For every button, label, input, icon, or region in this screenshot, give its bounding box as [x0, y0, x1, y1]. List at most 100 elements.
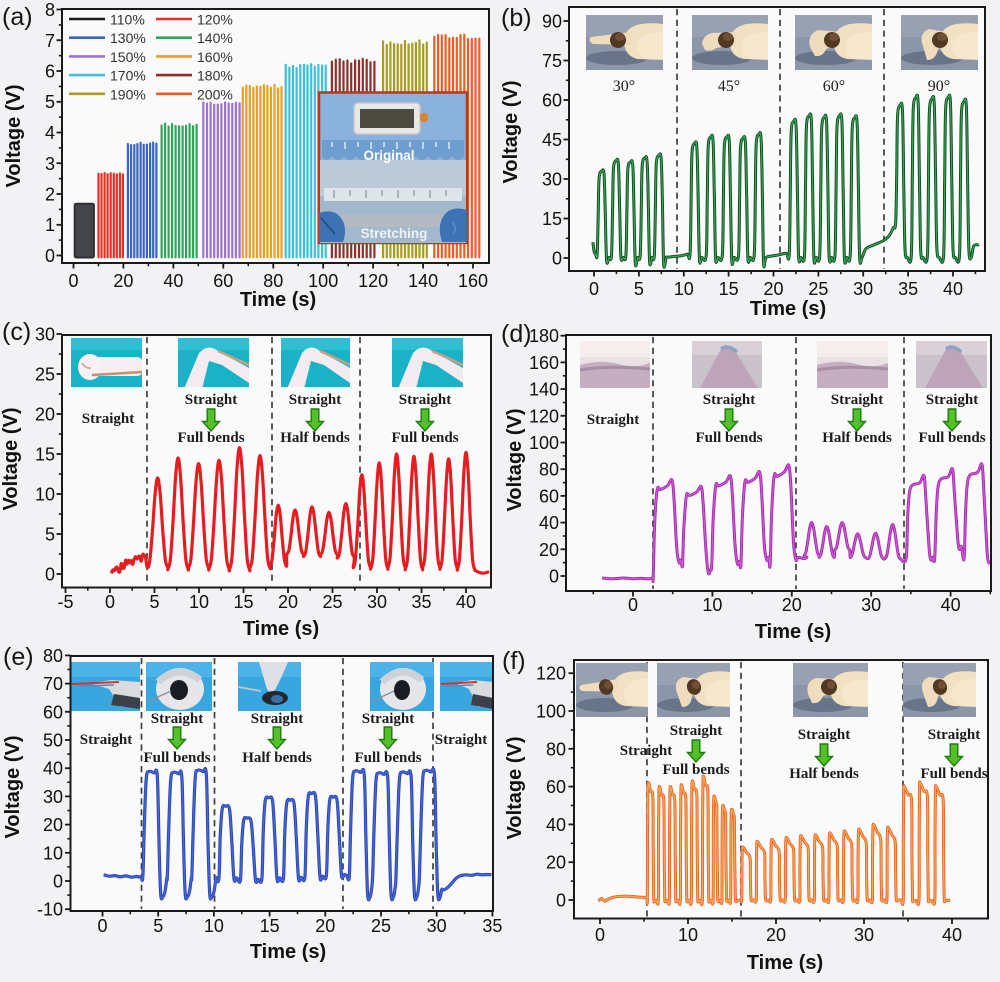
- svg-text:4: 4: [45, 123, 55, 143]
- svg-text:80: 80: [539, 460, 559, 480]
- svg-text:100: 100: [308, 271, 338, 291]
- svg-text:(a): (a): [2, 3, 33, 31]
- svg-text:Voltage (V): Voltage (V): [0, 408, 22, 511]
- svg-text:35: 35: [411, 592, 431, 612]
- svg-text:-10: -10: [37, 900, 63, 920]
- svg-text:8: 8: [45, 0, 55, 20]
- svg-text:60: 60: [539, 486, 559, 506]
- svg-text:(e): (e): [3, 643, 34, 671]
- svg-text:Half bends: Half bends: [280, 430, 350, 446]
- svg-text:5: 5: [45, 525, 55, 545]
- svg-text:160: 160: [529, 353, 559, 373]
- svg-text:0: 0: [45, 565, 55, 585]
- svg-text:Full bends: Full bends: [354, 750, 421, 766]
- svg-text:25: 25: [371, 916, 391, 936]
- svg-text:180%: 180%: [197, 68, 233, 84]
- svg-text:Time (s): Time (s): [240, 289, 316, 311]
- svg-text:0: 0: [97, 916, 107, 936]
- svg-text:30: 30: [427, 916, 447, 936]
- svg-text:Full bends: Full bends: [918, 430, 985, 446]
- svg-text:0: 0: [556, 891, 566, 911]
- svg-text:Straight: Straight: [82, 411, 135, 427]
- svg-text:0: 0: [589, 279, 599, 299]
- svg-text:Straight: Straight: [703, 392, 756, 408]
- svg-text:40: 40: [943, 279, 963, 299]
- svg-text:90: 90: [542, 12, 562, 32]
- svg-text:Straight: Straight: [399, 392, 452, 408]
- svg-text:(f): (f): [502, 647, 526, 675]
- svg-text:15: 15: [35, 445, 55, 465]
- svg-text:Voltage (V): Voltage (V): [3, 85, 25, 188]
- svg-text:10: 10: [204, 916, 224, 936]
- svg-text:15: 15: [233, 592, 253, 612]
- svg-text:40: 40: [43, 759, 63, 779]
- svg-text:30: 30: [43, 787, 63, 807]
- svg-text:2: 2: [45, 185, 55, 205]
- svg-text:45: 45: [542, 130, 562, 150]
- svg-text:(c): (c): [2, 318, 31, 346]
- svg-text:120: 120: [529, 406, 559, 426]
- svg-text:20: 20: [546, 853, 566, 873]
- svg-text:(b): (b): [501, 4, 532, 32]
- svg-text:0: 0: [549, 567, 559, 587]
- svg-text:25: 25: [322, 592, 342, 612]
- svg-text:20: 20: [278, 592, 298, 612]
- svg-text:60: 60: [213, 271, 233, 291]
- svg-text:Full bends: Full bends: [177, 430, 244, 446]
- svg-text:15: 15: [542, 209, 562, 229]
- svg-text:Straight: Straight: [670, 723, 723, 739]
- svg-text:200%: 200%: [197, 86, 233, 102]
- svg-text:0: 0: [552, 249, 562, 269]
- svg-text:Voltage (V): Voltage (V): [500, 81, 522, 184]
- svg-text:Straight: Straight: [185, 392, 238, 408]
- svg-text:Half bends: Half bends: [242, 750, 312, 766]
- svg-text:190%: 190%: [110, 86, 146, 102]
- svg-text:Straight: Straight: [362, 711, 415, 727]
- svg-text:Time (s): Time (s): [747, 952, 823, 974]
- svg-text:160%: 160%: [197, 49, 233, 65]
- svg-text:Voltage (V): Voltage (V): [504, 737, 526, 840]
- svg-text:110%: 110%: [110, 12, 145, 28]
- svg-text:120: 120: [358, 271, 388, 291]
- svg-text:160: 160: [458, 271, 488, 291]
- svg-text:Full bends: Full bends: [662, 762, 729, 778]
- svg-text:30: 30: [853, 279, 873, 299]
- svg-text:5: 5: [149, 592, 159, 612]
- svg-text:20: 20: [766, 925, 786, 945]
- svg-text:Full bends: Full bends: [143, 750, 210, 766]
- svg-text:20: 20: [782, 595, 802, 615]
- svg-text:120%: 120%: [197, 12, 233, 28]
- svg-text:100: 100: [529, 433, 559, 453]
- svg-text:5: 5: [45, 92, 55, 112]
- svg-text:(d): (d): [501, 320, 532, 348]
- svg-text:10: 10: [35, 485, 55, 505]
- svg-text:0: 0: [53, 872, 63, 892]
- svg-text:Original: Original: [363, 148, 414, 163]
- svg-text:20: 20: [43, 815, 63, 835]
- svg-text:40: 40: [456, 592, 476, 612]
- svg-text:120: 120: [536, 664, 566, 684]
- svg-text:Time (s): Time (s): [243, 618, 319, 640]
- svg-text:15: 15: [719, 279, 739, 299]
- svg-text:170%: 170%: [110, 68, 146, 84]
- svg-text:90°: 90°: [928, 78, 950, 95]
- svg-text:Straight: Straight: [831, 392, 884, 408]
- svg-text:25: 25: [35, 365, 55, 385]
- svg-text:Voltage (V): Voltage (V): [2, 736, 24, 839]
- svg-text:Full bends: Full bends: [920, 766, 987, 782]
- svg-text:20: 20: [763, 279, 783, 299]
- svg-text:Voltage (V): Voltage (V): [504, 409, 526, 512]
- svg-text:Full bends: Full bends: [695, 430, 762, 446]
- svg-text:20: 20: [539, 540, 559, 560]
- svg-text:Straight: Straight: [798, 727, 851, 743]
- svg-text:40: 40: [942, 925, 962, 945]
- svg-text:Half bends: Half bends: [789, 766, 859, 782]
- svg-text:Straight: Straight: [620, 743, 673, 759]
- svg-text:30: 30: [542, 170, 562, 190]
- svg-text:Time (s): Time (s): [755, 621, 831, 643]
- svg-text:Half bends: Half bends: [822, 430, 892, 446]
- svg-text:80: 80: [546, 739, 566, 759]
- svg-text:30°: 30°: [613, 78, 635, 95]
- svg-text:60°: 60°: [823, 78, 845, 95]
- svg-text:130%: 130%: [110, 30, 146, 46]
